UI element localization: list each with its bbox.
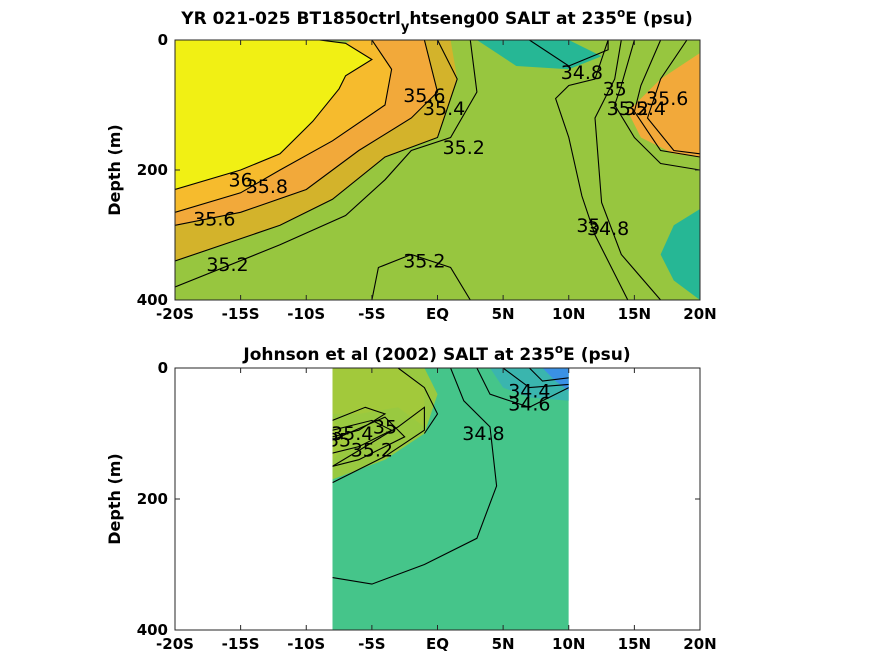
chart-title: Johnson et al (2002) SALT at 235oE (psu) <box>242 342 630 365</box>
chart-title: YR 021-025 BT1850ctrlyhtseng00 SALT at 2… <box>180 6 692 35</box>
y-tick-label: 0 <box>158 359 168 377</box>
contour-label: 34.6 <box>508 394 550 416</box>
x-tick-label: -5S <box>358 305 385 323</box>
chart-title-part: htseng00 SALT at 235 <box>409 9 617 29</box>
chart-title-part: o <box>617 6 625 20</box>
x-tick-label: 5N <box>492 305 515 323</box>
contour-line-35 <box>397 368 439 434</box>
chart-title-part: YR 021-025 BT1850ctrl <box>180 9 401 29</box>
contour-line-35-6 <box>175 40 439 226</box>
salinity-region-2 <box>332 368 438 480</box>
contour-label: 35.4 <box>423 98 465 120</box>
salinity-region-6 <box>660 209 700 300</box>
contour-label: 35 <box>327 430 351 452</box>
y-tick-label: 200 <box>137 490 168 508</box>
contour-line-35-4 <box>175 40 458 262</box>
contour-line-36 <box>175 40 373 191</box>
x-tick-label: 15N <box>618 305 651 323</box>
x-tick-label: -5S <box>358 635 385 653</box>
contour-label: 35 <box>603 78 627 100</box>
x-tick-label: 15N <box>618 635 651 653</box>
contour-line-35-6 <box>646 40 700 155</box>
y-tick-label: 200 <box>137 161 168 179</box>
chart-title-part: y <box>401 20 410 35</box>
y-tick-label: 400 <box>137 621 168 639</box>
contour-label: 34.8 <box>462 423 504 445</box>
contour-line-34-8 <box>529 40 609 67</box>
salinity-region-5 <box>476 40 602 70</box>
contour-label: 35.4 <box>331 423 373 445</box>
salinity-region-3 <box>490 368 569 401</box>
x-tick-label: -15S <box>222 305 260 323</box>
contour-label: 34.4 <box>508 380 550 402</box>
salinity-region-4 <box>175 40 458 261</box>
x-tick-label: EQ <box>426 305 449 323</box>
y-axis-label: Depth (m) <box>105 124 124 216</box>
x-tick-label: -10S <box>287 635 325 653</box>
x-tick-label: 10N <box>552 635 585 653</box>
contour-label: 35 <box>576 215 600 237</box>
contour-label: 35.2 <box>403 251 445 273</box>
contour-label: 35.2 <box>206 254 248 276</box>
bottom-salinity-panel: 35.435 35.235 34.834.434.6 -20S -15S -10S -5S E… <box>105 342 717 653</box>
contour-line-34-8 <box>594 40 662 300</box>
contour-line-34-8 <box>332 368 498 585</box>
y-tick-label: 0 <box>158 31 168 49</box>
contour-label: 35.2 <box>607 98 649 120</box>
contour-label: 34.8 <box>587 218 629 240</box>
x-tick-label: -10S <box>287 305 325 323</box>
chart-title-part: Johnson et al (2002) SALT at 235 <box>242 345 555 365</box>
x-tick-label: 20N <box>683 635 716 653</box>
y-tick-label: 400 <box>137 291 168 309</box>
contour-label: 35.2 <box>443 137 485 159</box>
contour-line-34-6 <box>502 368 569 389</box>
x-tick-label: -20S <box>156 305 194 323</box>
contour-label: 35.8 <box>246 176 288 198</box>
salinity-region-3 <box>627 53 700 157</box>
contour-label: 35 <box>373 417 397 439</box>
contour-line-34-4 <box>529 368 569 382</box>
contour-line-35-2 <box>332 416 406 467</box>
plot-area: 35.435 35.235 34.834.434.6 <box>327 368 569 630</box>
contour-label: 35.6 <box>193 208 235 230</box>
x-tick-label: EQ <box>426 635 449 653</box>
salinity-region-1 <box>175 40 392 213</box>
chart-title-part: E (psu) <box>625 9 692 29</box>
contour-line-35-2 <box>175 40 478 288</box>
contour-label: 36 <box>229 169 253 191</box>
contour-line-34-8 <box>476 368 569 408</box>
salinity-region-2 <box>175 40 438 226</box>
contour-line-35-2 <box>614 40 700 171</box>
x-tick-label: -20S <box>156 635 194 653</box>
contour-label: 35.6 <box>646 88 688 110</box>
chart-title-part: o <box>555 342 563 356</box>
contour-line-35-4 <box>633 40 700 158</box>
contour-line-35-8 <box>175 40 393 213</box>
x-tick-label: -15S <box>222 635 260 653</box>
x-tick-label: 5N <box>492 635 515 653</box>
contour-line-35-2 <box>371 253 471 300</box>
contour-label: 35.6 <box>403 85 445 107</box>
y-axis-label: Depth (m) <box>105 453 124 545</box>
contour-line-35 <box>332 406 425 484</box>
contour-label: 34.8 <box>561 62 603 84</box>
contour-label: 35.4 <box>624 98 666 120</box>
x-tick-label: 10N <box>552 305 585 323</box>
contour-line-35 <box>554 40 629 300</box>
x-tick-label: 20N <box>683 305 716 323</box>
chart-title-part: E (psu) <box>563 345 630 365</box>
contour-label: 35.2 <box>351 439 393 461</box>
salinity-region-0 <box>175 40 372 190</box>
